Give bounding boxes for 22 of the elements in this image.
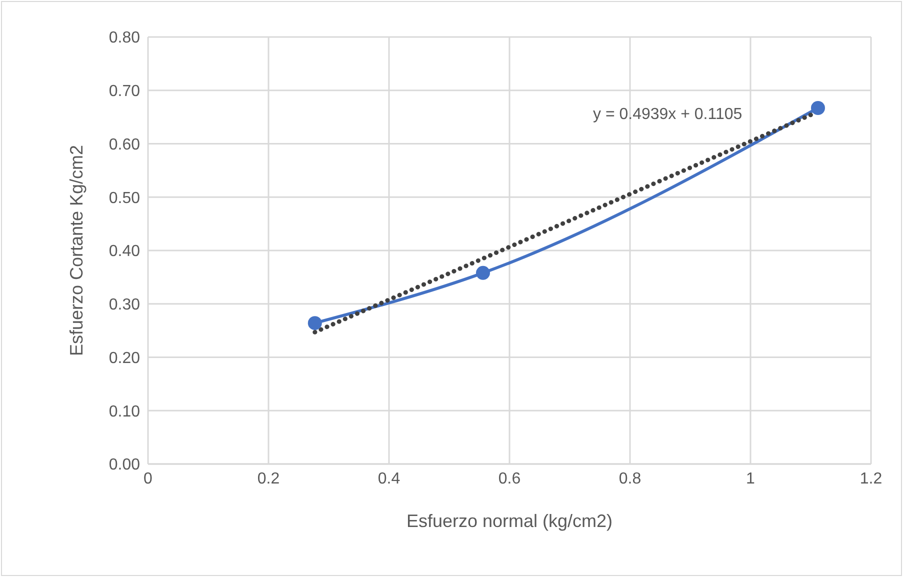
point [476,266,490,280]
y-tick-label: 0.50 [108,190,140,207]
y-tick-label: 0.00 [108,456,140,474]
annotation: y = 0.4939x + 0.1105 [593,106,742,124]
point [810,100,825,115]
x-tick-label: 0 [144,470,153,488]
x-tick-label: 0.4 [378,470,400,488]
y-tick-label: 0.30 [108,296,140,314]
point [308,316,322,330]
x-tick-label: 1 [746,470,756,488]
x-axis-title: Esfuerzo normal (kg/cm2) [406,511,613,531]
x-tick-label: 0.2 [257,470,280,488]
y-tick-label: 0.40 [108,243,140,260]
y-tick-label: 0.70 [108,83,140,100]
y-tick-label: 0.80 [108,30,140,47]
x-tick-label: 0.6 [498,470,521,488]
y-axis-title: Esfuerzo Cortante Kg/cm2 [66,144,86,356]
y-tick-label: 0.20 [108,350,140,367]
y-tick-label: 0.10 [108,403,140,420]
x-tick-label: 1.2 [860,470,882,488]
x-tick-label: 0.8 [618,470,642,488]
y-tick-label: 0.60 [108,136,140,154]
